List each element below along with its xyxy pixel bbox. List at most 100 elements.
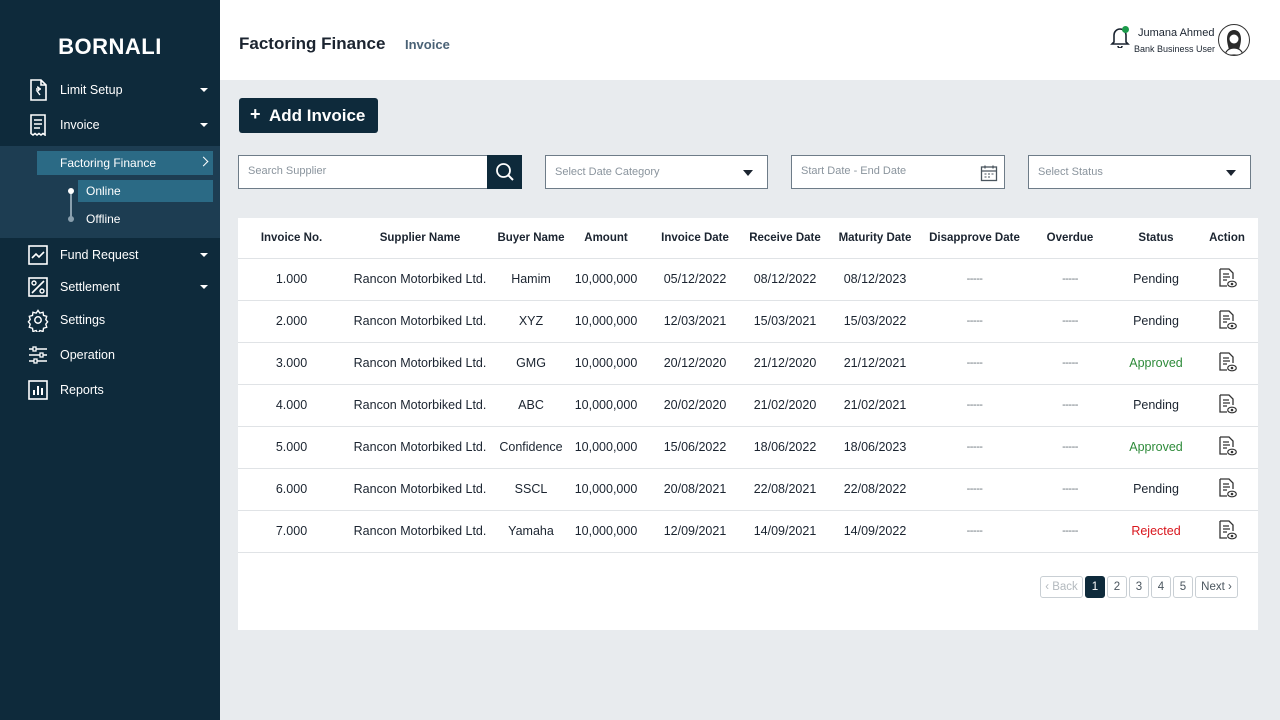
overdue-cell: ----- (1024, 300, 1116, 343)
view-document-icon[interactable] (1217, 351, 1237, 372)
sidebar-item-reports[interactable]: Reports (0, 373, 220, 407)
sidebar-item-invoice[interactable]: Invoice (0, 108, 220, 142)
sidebar-option-online[interactable]: Online (78, 180, 213, 202)
view-document-icon[interactable] (1217, 477, 1237, 498)
view-document-icon[interactable] (1217, 519, 1237, 540)
view-document-icon[interactable] (1217, 267, 1237, 288)
sidebar-subitem-label: Factoring Finance (60, 156, 157, 170)
invoice-table-card: Invoice No. Supplier Name Buyer Name Amo… (238, 218, 1258, 630)
amount-cell: 10,000,000 (567, 342, 645, 385)
user-name: Jumana Ahmed (1138, 27, 1215, 39)
column-header: Maturity Date (825, 218, 925, 259)
invoice-no-cell: 7.000 (238, 510, 345, 553)
sidebar-item-limit-setup[interactable]: Limit Setup (0, 73, 220, 107)
buyer-name-cell: XYZ (495, 300, 567, 343)
pagination-page-3[interactable]: 3 (1129, 576, 1149, 598)
search-icon (495, 163, 514, 181)
action-cell (1196, 426, 1258, 469)
column-header: Receive Date (745, 218, 825, 259)
plus-icon: + (250, 104, 261, 124)
invoice-no-cell: 4.000 (238, 384, 345, 427)
invoice-date-cell: 12/03/2021 (645, 300, 745, 343)
pagination-next-button[interactable]: Next › (1195, 576, 1238, 598)
chevron-down-icon (200, 253, 208, 257)
receive-date-cell: 21/02/2020 (745, 384, 825, 427)
pagination-page-2[interactable]: 2 (1107, 576, 1127, 598)
add-invoice-button[interactable]: + Add Invoice (239, 98, 378, 133)
amount-cell: 10,000,000 (567, 300, 645, 343)
supplier-name-cell: Rancon Motorbiked Ltd. (345, 258, 495, 301)
disapprove-date-cell: ----- (925, 510, 1024, 553)
sidebar-item-label: Invoice (60, 118, 100, 132)
supplier-name-cell: Rancon Motorbiked Ltd. (345, 384, 495, 427)
date-range-input[interactable] (801, 165, 1021, 177)
column-header: Disapprove Date (925, 218, 1024, 259)
add-invoice-label: Add Invoice (269, 106, 366, 125)
sidebar-item-settings[interactable]: Settings (0, 303, 220, 337)
search-button[interactable] (487, 155, 522, 189)
maturity-date-cell: 15/03/2022 (825, 300, 925, 343)
receive-date-cell: 22/08/2021 (745, 468, 825, 511)
receive-date-cell: 14/09/2021 (745, 510, 825, 553)
search-input[interactable] (248, 165, 468, 177)
pagination-page-1[interactable]: 1 (1085, 576, 1105, 598)
overdue-cell: ----- (1024, 426, 1116, 469)
document-money-icon (27, 79, 49, 101)
disapprove-date-cell: ----- (925, 258, 1024, 301)
view-document-icon[interactable] (1217, 435, 1237, 456)
sidebar-item-operation[interactable]: Operation (0, 338, 220, 372)
table-row: 3.000 Rancon Motorbiked Ltd. GMG 10,000,000… (238, 342, 1258, 385)
status-cell: Pending (1116, 384, 1196, 427)
overdue-cell: ----- (1024, 258, 1116, 301)
tree-connector (70, 191, 72, 219)
sidebar-option-offline[interactable]: Offline (78, 208, 213, 230)
chart-trend-icon (27, 244, 49, 266)
maturity-date-cell: 18/06/2023 (825, 426, 925, 469)
chevron-down-icon (200, 123, 208, 127)
date-category-select[interactable]: Select Date Category (545, 155, 768, 189)
receipt-icon (27, 114, 49, 136)
date-range-field (791, 155, 1021, 189)
status-select[interactable]: Select Status (1028, 155, 1251, 189)
sliders-icon (27, 344, 49, 366)
receive-date-cell: 18/06/2022 (745, 426, 825, 469)
invoice-date-cell: 20/12/2020 (645, 342, 745, 385)
sidebar-item-settlement[interactable]: Settlement (0, 270, 220, 304)
receive-date-cell: 08/12/2022 (745, 258, 825, 301)
pagination-page-4[interactable]: 4 (1151, 576, 1171, 598)
column-header: Buyer Name (495, 218, 567, 259)
view-document-icon[interactable] (1217, 393, 1237, 414)
calendar-icon[interactable] (980, 164, 998, 182)
status-cell: Approved (1116, 426, 1196, 469)
sidebar-item-label: Operation (60, 348, 115, 362)
avatar[interactable] (1218, 24, 1250, 56)
buyer-name-cell: Hamim (495, 258, 567, 301)
column-header: Action (1196, 218, 1258, 259)
amount-cell: 10,000,000 (567, 384, 645, 427)
column-header: Status (1116, 218, 1196, 259)
column-header: Amount (567, 218, 645, 259)
table-row: 1.000 Rancon Motorbiked Ltd. Hamim 10,000,0… (238, 258, 1258, 301)
overdue-cell: ----- (1024, 510, 1116, 553)
table-body: 1.000 Rancon Motorbiked Ltd. Hamim 10,000,0… (238, 258, 1258, 553)
invoice-table: Invoice No. Supplier Name Buyer Name Amo… (238, 218, 1258, 553)
action-cell (1196, 300, 1258, 343)
supplier-name-cell: Rancon Motorbiked Ltd. (345, 510, 495, 553)
invoice-date-cell: 05/12/2022 (645, 258, 745, 301)
breadcrumb[interactable]: Invoice (405, 37, 450, 52)
select-placeholder: Select Date Category (555, 166, 660, 178)
sidebar-item-fund-request[interactable]: Fund Request (0, 238, 220, 272)
gear-icon (27, 309, 49, 332)
sidebar-item-factoring-finance[interactable]: Factoring Finance (37, 151, 213, 175)
maturity-date-cell: 21/12/2021 (825, 342, 925, 385)
pagination-back-button[interactable]: ‹ Back (1040, 576, 1083, 598)
amount-cell: 10,000,000 (567, 426, 645, 469)
buyer-name-cell: SSCL (495, 468, 567, 511)
table-row: 7.000 Rancon Motorbiked Ltd. Yamaha 10,000,… (238, 510, 1258, 553)
invoice-date-cell: 20/02/2020 (645, 384, 745, 427)
table-row: 4.000 Rancon Motorbiked Ltd. ABC 10,000,000… (238, 384, 1258, 427)
sidebar-item-label: Fund Request (60, 248, 139, 262)
invoice-no-cell: 3.000 (238, 342, 345, 385)
view-document-icon[interactable] (1217, 309, 1237, 330)
pagination-page-5[interactable]: 5 (1173, 576, 1193, 598)
